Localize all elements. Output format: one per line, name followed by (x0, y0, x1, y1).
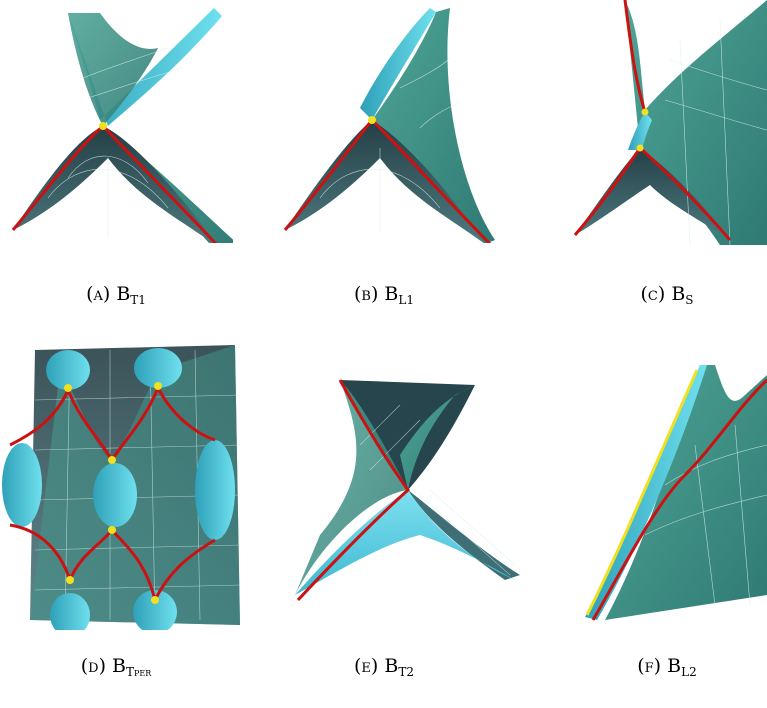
panel-c-figure (570, 0, 767, 245)
panel-c-caption: (c) BS (640, 283, 694, 307)
panel-b-caption: (b) BL1 (353, 283, 414, 307)
panel-b-figure (280, 8, 505, 243)
panel-d-caption: (d) BTper (80, 655, 152, 679)
panel-e-figure (280, 375, 525, 615)
panel-a-figure (8, 8, 233, 243)
panel-f-caption: (f) BL2 (637, 655, 697, 679)
panel-e-caption: (e) BT2 (354, 655, 414, 679)
panel-f-figure (575, 365, 767, 625)
panel-d-figure (0, 340, 245, 630)
panel-a-caption: (a) BT1 (86, 283, 146, 307)
